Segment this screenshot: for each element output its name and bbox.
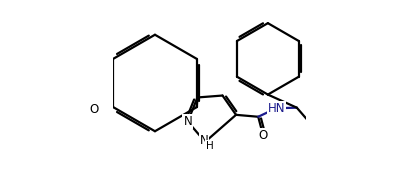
Text: O: O <box>89 102 99 116</box>
Text: HN: HN <box>268 102 285 115</box>
Text: H: H <box>206 141 213 151</box>
Text: O: O <box>258 129 268 142</box>
Text: N: N <box>200 134 209 147</box>
Text: N: N <box>184 115 192 128</box>
